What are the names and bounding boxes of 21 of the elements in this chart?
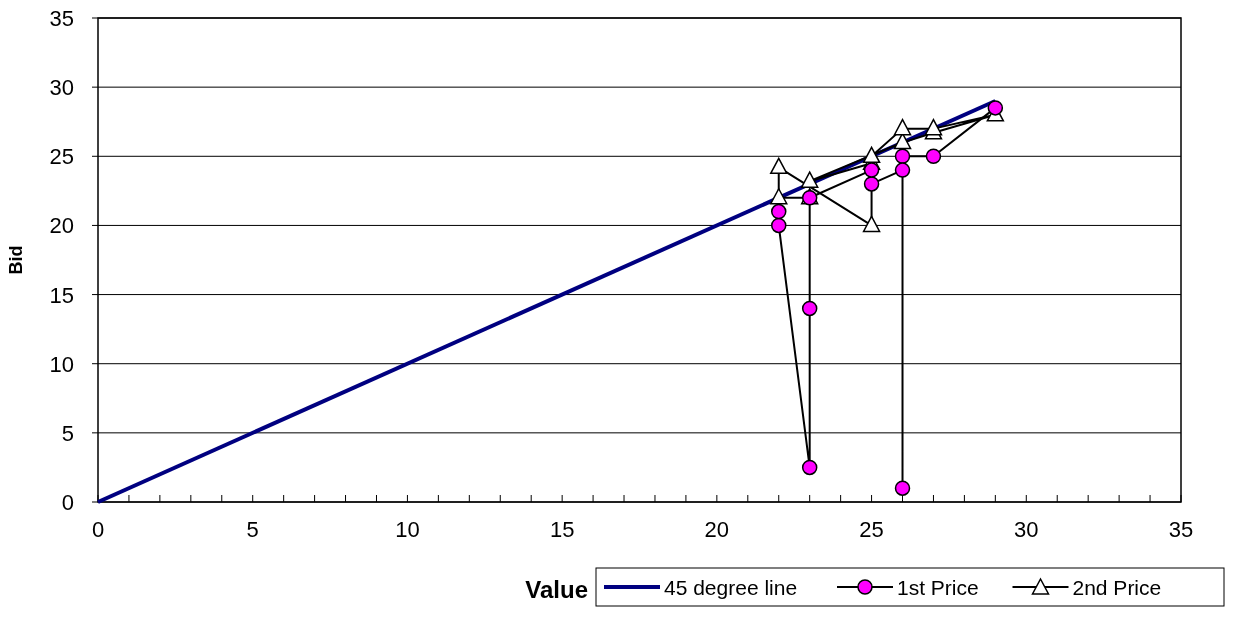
x-axis-title: Value	[525, 576, 588, 603]
x-tick-label: 20	[704, 517, 730, 542]
y-tick-label: 0	[61, 490, 74, 515]
x-tick-label: 5	[246, 517, 259, 542]
y-tick-label: 35	[49, 6, 74, 31]
y-tick-label: 20	[49, 213, 74, 239]
y-tick-label: 10	[49, 351, 74, 377]
y-tick-label: 5	[61, 420, 74, 446]
y-tick-label: 25	[49, 144, 74, 170]
legend-label: 45 degree line	[664, 576, 798, 599]
y-tick-label: 15	[49, 282, 74, 308]
legend-label: 2nd Price	[1072, 576, 1162, 599]
x-tick-label: 30	[1014, 517, 1039, 542]
x-tick-label: 10	[395, 517, 420, 542]
x-tick-label: 15	[549, 517, 575, 542]
legend-label: 1st Price	[897, 576, 979, 599]
x-tick-label: 0	[91, 517, 105, 542]
y-axis-title: Bid	[6, 245, 26, 275]
x-tick-label: 35	[1168, 517, 1194, 542]
x-tick-label: 25	[859, 517, 884, 542]
y-tick-label: 30	[49, 75, 74, 101]
